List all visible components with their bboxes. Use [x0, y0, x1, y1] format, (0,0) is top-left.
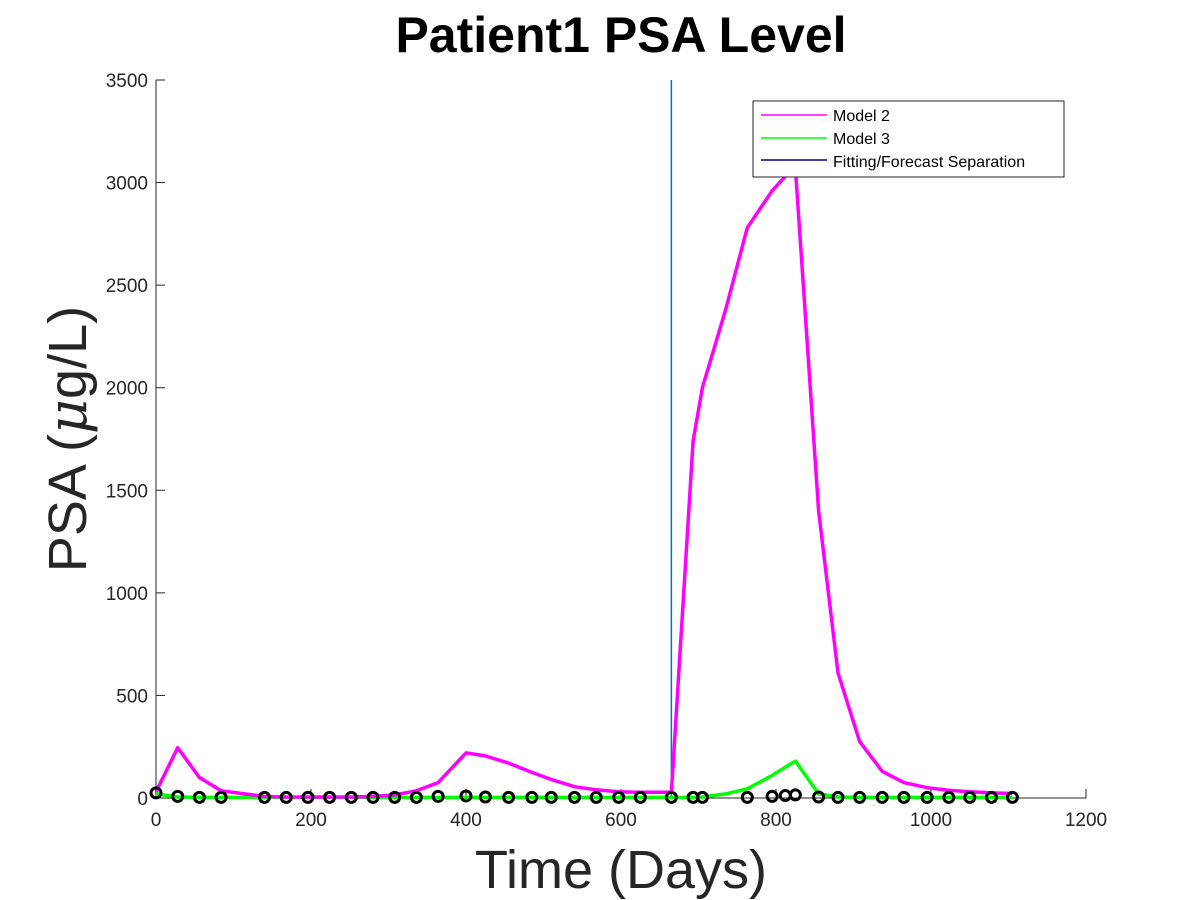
observation-point	[765, 789, 779, 803]
observation-point	[664, 790, 678, 804]
x-tick-label: 1000	[910, 810, 952, 831]
observation-point	[897, 790, 911, 804]
observation-point	[301, 790, 315, 804]
legend-label-model-3: Model 3	[833, 131, 890, 148]
plot-area: 0 500 1000 1500 2000 2500 3000 3500 0 200 400 600 80…	[106, 71, 1107, 831]
x-tick-label: 0	[151, 810, 162, 831]
observation-point	[171, 789, 185, 803]
observation-point	[502, 790, 516, 804]
y-tick-label: 1500	[106, 481, 148, 502]
y-tick-label: 2500	[106, 276, 148, 297]
observation-point	[1005, 790, 1019, 804]
x-tick-label: 400	[450, 810, 482, 831]
observation-point	[279, 790, 293, 804]
observation-point	[544, 790, 558, 804]
y-tick-label: 0	[137, 789, 148, 810]
x-tick-label: 200	[295, 810, 327, 831]
observation-point	[388, 790, 402, 804]
y-tick-label: 3000	[106, 174, 148, 195]
chart-title: Patient1 PSA Level	[395, 7, 846, 63]
x-tick-label: 1200	[1065, 810, 1107, 831]
observation-point	[788, 788, 802, 802]
observation-point	[459, 789, 473, 803]
series-line-model-2	[154, 166, 1013, 799]
legend: Model 2 Model 3 Fitting/Forecast Separat…	[752, 100, 1065, 178]
y-tick-label: 1000	[106, 584, 148, 605]
y-axis-label-mu: μ	[36, 399, 99, 434]
observation-point	[258, 790, 271, 804]
observation-point	[831, 790, 845, 804]
y-tick-label: 2000	[106, 379, 148, 400]
legend-label-separation: Fitting/Forecast Separation	[833, 154, 1025, 171]
observation-point	[942, 790, 956, 804]
observation-point	[853, 790, 867, 804]
y-tick-label: 3500	[106, 71, 148, 92]
observation-point	[525, 790, 539, 804]
observation-point	[984, 790, 998, 804]
y-axis-label-suffix: g/L)	[38, 306, 98, 399]
observation-point	[963, 790, 977, 804]
observation-point	[323, 790, 337, 804]
legend-label-model-2: Model 2	[833, 108, 890, 125]
observation-point	[633, 790, 647, 804]
y-tick-label: 500	[116, 686, 148, 707]
observation-point	[214, 790, 228, 804]
observation-point	[612, 790, 626, 804]
x-tick-label: 800	[760, 810, 792, 831]
observation-point	[431, 789, 445, 803]
observation-point	[695, 790, 709, 804]
observation-point	[589, 790, 603, 804]
observation-point	[366, 790, 380, 804]
x-tick-label: 600	[605, 810, 637, 831]
x-axis-label: Time (Days)	[475, 840, 767, 900]
y-axis-label: PSA (μg/L)	[36, 306, 99, 572]
observation-point	[740, 790, 754, 804]
y-axis-label-prefix: PSA (	[38, 434, 98, 572]
observation-point	[875, 790, 889, 804]
legend-box	[752, 100, 1065, 178]
observation-point	[920, 790, 934, 804]
observation-point	[812, 790, 826, 804]
observation-point	[192, 790, 206, 804]
observation-point	[344, 790, 358, 804]
observation-point	[478, 790, 492, 804]
observation-point	[778, 789, 792, 803]
observation-point	[568, 790, 581, 804]
observation-point	[149, 786, 163, 800]
observation-point	[409, 790, 423, 804]
